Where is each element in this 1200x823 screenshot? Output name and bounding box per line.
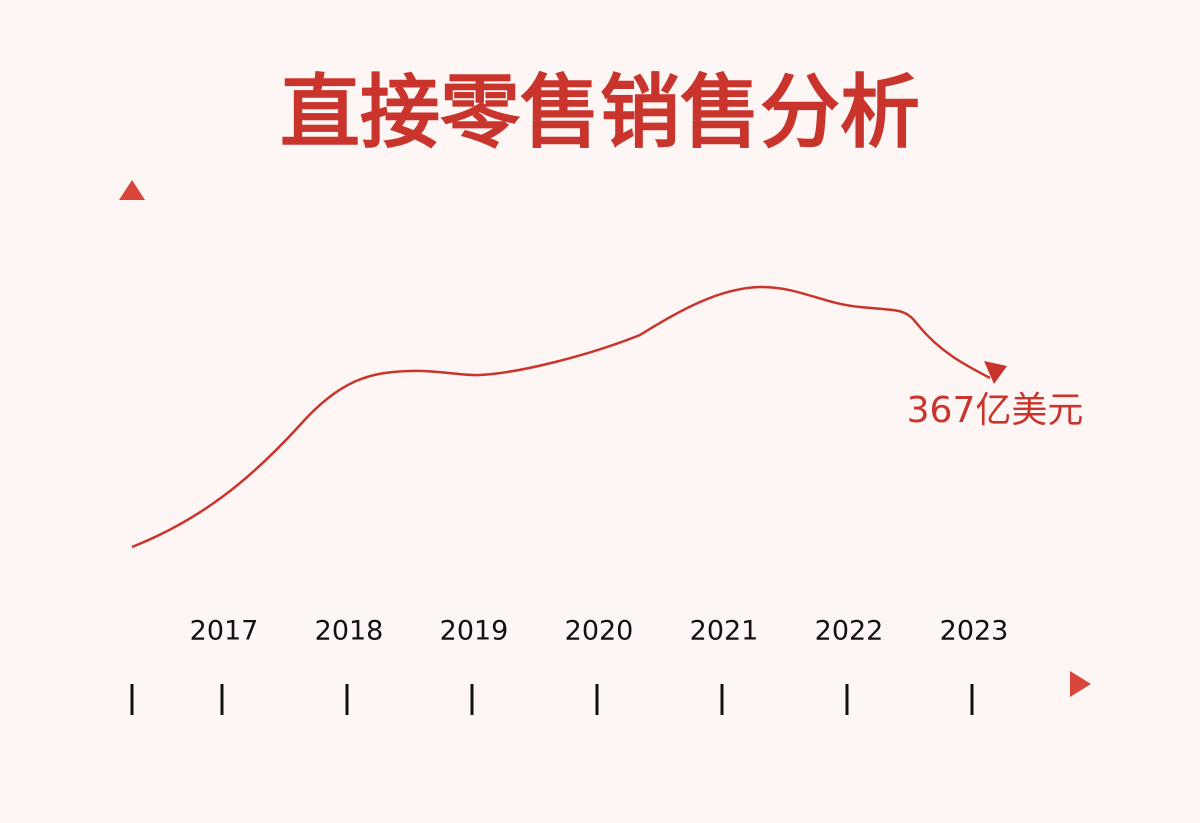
chart-title: 直接零售销售分析 bbox=[280, 66, 920, 159]
x-tick-label: 2019 bbox=[440, 616, 509, 647]
x-axis-arrow bbox=[1070, 671, 1091, 697]
y-axis-arrow bbox=[119, 180, 145, 200]
x-tick-label: 2017 bbox=[190, 616, 259, 647]
trend-arrow bbox=[984, 361, 1007, 384]
trend-line bbox=[131, 285, 991, 549]
x-tick-label: 2022 bbox=[815, 616, 884, 647]
x-tick-label: 2018 bbox=[315, 616, 384, 647]
annotation: 367亿美元 bbox=[907, 390, 1084, 431]
x-tick-label: 2020 bbox=[565, 616, 634, 647]
x-tick-label: 2023 bbox=[940, 616, 1009, 647]
x-tick-label: 2021 bbox=[690, 616, 759, 647]
